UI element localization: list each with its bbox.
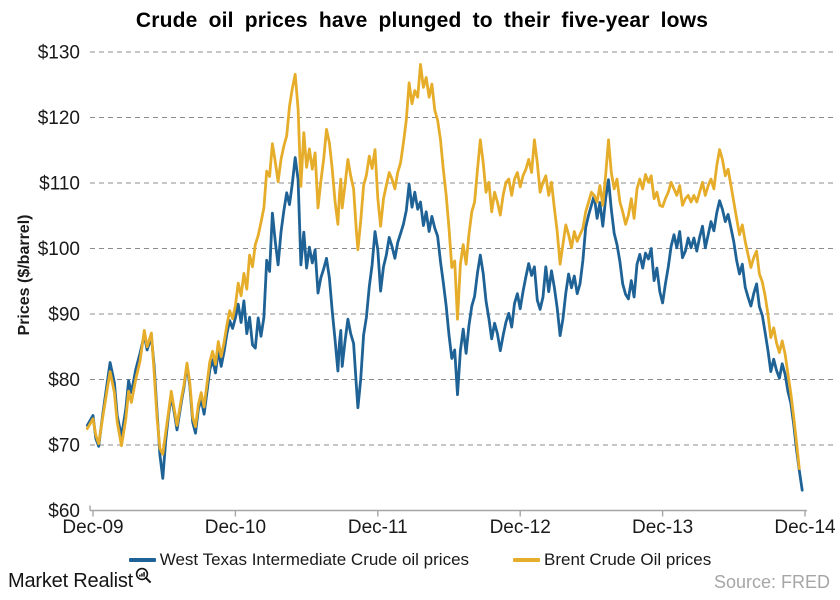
brent-line-swatch bbox=[513, 558, 541, 562]
magnifier-chart-icon bbox=[135, 567, 152, 584]
y-tick-label-130: $130 bbox=[38, 43, 80, 64]
y-axis-title: Prices ($/barrel) bbox=[16, 214, 33, 336]
market-realist-logo: Market Realist bbox=[8, 567, 153, 593]
legend-label-brent: Brent Crude Oil prices bbox=[544, 550, 712, 569]
x-tick-label-Dec-10: Dec-10 bbox=[205, 517, 266, 538]
y-tick-label-60: $60 bbox=[48, 501, 80, 522]
x-tick-label-Dec-12: Dec-12 bbox=[490, 517, 551, 538]
y-tick-label-100: $100 bbox=[38, 239, 80, 260]
legend-item-wti: West Texas Intermediate Crude oil prices bbox=[128, 550, 470, 570]
chart-title: Crude oil prices have plunged to their f… bbox=[135, 9, 709, 32]
y-tick-label-90: $90 bbox=[48, 305, 80, 326]
y-tick-label-120: $120 bbox=[38, 108, 80, 129]
wti-line-swatch bbox=[128, 558, 156, 562]
x-tick-label-Dec-11: Dec-11 bbox=[348, 517, 408, 538]
x-tick-label-Dec-13: Dec-13 bbox=[632, 517, 693, 538]
series-line-brent bbox=[85, 63, 801, 471]
x-tick-label-Dec-14: Dec-14 bbox=[774, 517, 836, 538]
legend-item-brent: Brent Crude Oil prices bbox=[513, 550, 711, 570]
y-tick-label-70: $70 bbox=[48, 436, 80, 457]
series-line-wti bbox=[85, 156, 804, 492]
source-note: Source: FRED bbox=[713, 572, 830, 592]
chart-legend: West Texas Intermediate Crude oil prices… bbox=[0, 550, 840, 570]
market-realist-logo-text: Market Realist bbox=[8, 570, 134, 592]
y-tick-label-80: $80 bbox=[48, 370, 80, 391]
y-tick-label-110: $110 bbox=[39, 174, 80, 195]
x-tick-label-Dec-09: Dec-09 bbox=[62, 517, 123, 538]
legend-label-wti: West Texas Intermediate Crude oil prices bbox=[159, 550, 470, 569]
